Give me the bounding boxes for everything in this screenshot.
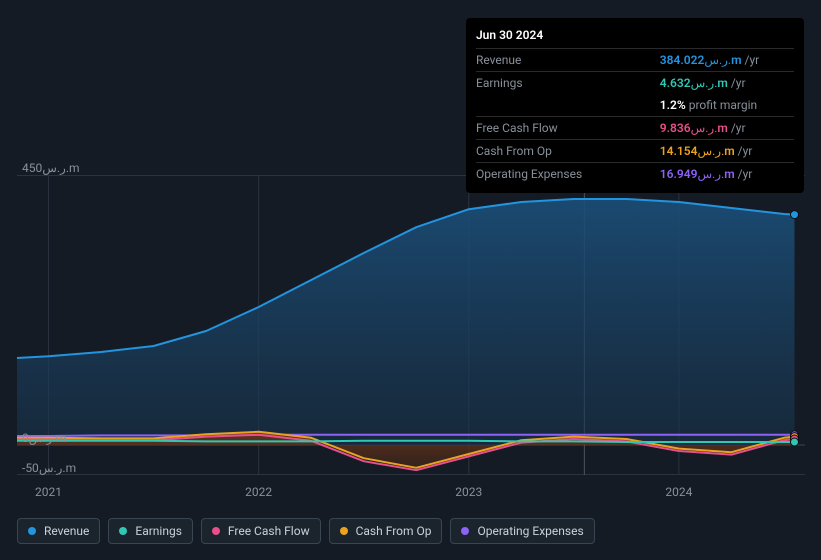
legend-label: Earnings	[135, 524, 182, 538]
legend-item-earnings[interactable]: Earnings	[108, 518, 193, 544]
legend-dot-icon	[340, 527, 348, 535]
y-axis-label: 0ر.س.m	[22, 431, 66, 445]
legend-label: Free Cash Flow	[228, 524, 310, 538]
y-axis-label: -50ر.س.m	[22, 461, 76, 475]
tooltip-row-earnings: Earnings4.632ر.س.m /yr	[476, 72, 794, 95]
tooltip-row-cfo: Cash From Op14.154ر.س.m /yr	[476, 140, 794, 163]
y-axis-label: 450ر.س.m	[22, 161, 80, 175]
tooltip-row-fcf: Free Cash Flow9.836ر.س.m /yr	[476, 117, 794, 140]
x-axis-label: 2023	[455, 485, 482, 499]
legend-dot-icon	[212, 527, 220, 535]
legend-label: Cash From Op	[356, 524, 432, 538]
x-axis-label: 2022	[245, 485, 272, 499]
legend-label: Operating Expenses	[477, 524, 583, 538]
legend-item-fcf[interactable]: Free Cash Flow	[201, 518, 321, 544]
tooltip-date: Jun 30 2024	[476, 26, 794, 44]
tooltip-row-revenue: Revenue384.022ر.س.m /yr	[476, 49, 794, 72]
legend-dot-icon	[28, 527, 36, 535]
legend-dot-icon	[119, 527, 127, 535]
x-axis-label: 2024	[665, 485, 692, 499]
chart-legend: Revenue Earnings Free Cash Flow Cash From O…	[17, 518, 595, 544]
financials-chart[interactable]	[17, 175, 805, 475]
legend-item-cfo[interactable]: Cash From Op	[329, 518, 443, 544]
legend-item-opex[interactable]: Operating Expenses	[450, 518, 594, 544]
legend-dot-icon	[461, 527, 469, 535]
tooltip-row-opex: Operating Expenses16.949ر.س.m /yr	[476, 163, 794, 186]
x-axis-label: 2021	[35, 485, 62, 499]
legend-item-revenue[interactable]: Revenue	[17, 518, 100, 544]
legend-label: Revenue	[44, 524, 89, 538]
chart-tooltip: Jun 30 2024 Revenue384.022ر.س.m /yrEarni…	[466, 18, 804, 193]
tooltip-row-earnings-sub: 1.2% profit margin	[476, 94, 794, 117]
